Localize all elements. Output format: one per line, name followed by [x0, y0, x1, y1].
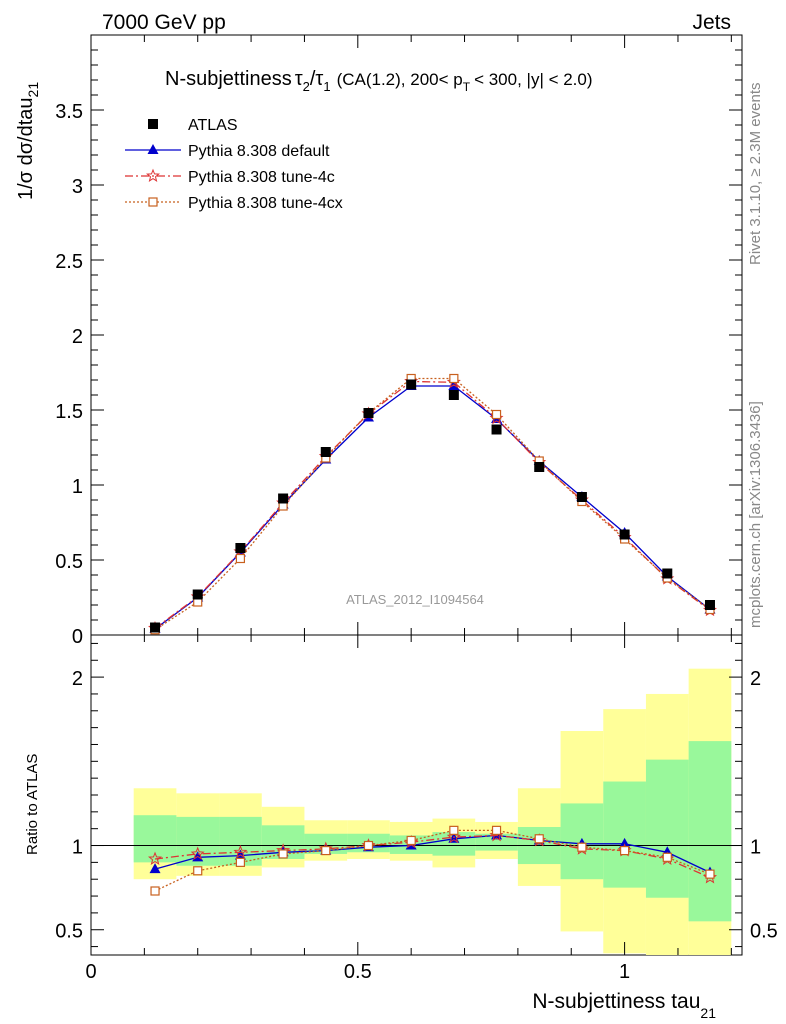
ratio-y-axis-label: Ratio to ATLAS: [24, 754, 41, 855]
main-y-tick-label: 3: [72, 176, 83, 198]
tune4cx-point: [577, 842, 587, 852]
tune4c-point: [147, 851, 162, 866]
plot-title: N-subjettiness τ2/τ1 (CA(1.2), 200< pT < 30…: [165, 68, 593, 94]
tune4cx-point: [534, 834, 544, 844]
tune4cx-point: [662, 852, 672, 862]
default-line: [154, 385, 711, 630]
tune4cx-point: [235, 553, 246, 564]
main-y-tick-label: 2: [72, 326, 83, 348]
atlas-point: [534, 462, 545, 472]
main-y-tick-label: 3.5: [55, 101, 83, 123]
atlas-point: [448, 390, 459, 400]
atlas-point: [576, 492, 587, 502]
main-y-tick-label: 1.5: [55, 401, 83, 423]
ratio-panel-series: [147, 825, 717, 896]
legend-label-default: Pythia 8.308 default: [188, 143, 330, 160]
ratio-y-tick-label: 2: [72, 668, 83, 690]
ratio-band-inner: [603, 781, 646, 888]
ratio-band-inner: [475, 833, 518, 851]
tune4cx-point: [150, 886, 160, 896]
tune4cx-line: [154, 829, 711, 892]
legend-label-tune4cx: Pythia 8.308 tune-4cx: [188, 195, 343, 212]
atlas-point: [150, 622, 161, 633]
tune4cx-point: [449, 825, 459, 835]
ratio-y-tick-label: 0.5: [55, 921, 83, 943]
ratio-uncertainty-bands: [133, 668, 732, 955]
tune4cx-point: [193, 866, 203, 876]
main-y-axis-label: 1/σ dσ/dtau21: [15, 82, 41, 200]
tune4cx-point: [449, 373, 459, 384]
x-tick-label: 0: [85, 961, 96, 983]
legend-marker-default: [147, 144, 159, 154]
default-line: [154, 834, 711, 874]
mcplots-reference-label: mcplots.cern.ch [arXiv:1306.3436]: [747, 401, 764, 628]
legend-marker-atlas: [148, 119, 158, 129]
legend: ATLAS Pythia 8.308 default Pythia 8.308 tu…: [125, 117, 343, 212]
tune4cx-point: [363, 840, 374, 851]
x-axis-label: N-subjettiness tau21: [532, 990, 716, 1021]
ratio-panel-ticks: 0.5 0.51 12 20 0.5 1: [55, 635, 778, 983]
atlas-point: [704, 600, 715, 610]
tune4cx-point: [235, 857, 246, 867]
main-y-tick-label: 0: [72, 626, 83, 648]
x-tick-label: 0.5: [344, 961, 372, 983]
tune4c-point: [190, 846, 205, 860]
main-y-tick-label: 2.5: [55, 251, 83, 273]
tune4c-point: [446, 829, 461, 844]
atlas-point: [662, 568, 673, 579]
header-left: 7000 GeV pp: [102, 11, 226, 34]
rivet-version-label: Rivet 3.1.10, ≥ 2.3M events: [747, 83, 764, 266]
x-tick-label: 1: [619, 961, 630, 983]
legend-marker-tune4cx: [148, 197, 158, 207]
ratio-band-inner: [645, 759, 689, 898]
header-right: Jets: [692, 11, 731, 34]
main-panel-series: [148, 373, 717, 635]
atlas-point: [619, 529, 630, 540]
analysis-watermark: ATLAS_2012_I1094564: [346, 592, 484, 607]
main-y-tick-label: 1: [72, 476, 83, 498]
tune4cx-line: [154, 377, 711, 631]
atlas-point: [320, 447, 331, 457]
atlas-point: [363, 408, 374, 418]
tune4cx-point: [321, 845, 331, 856]
tune4c-point: [233, 844, 248, 859]
atlas-point: [278, 493, 289, 504]
ratio-y-tick-label: 1: [72, 837, 83, 859]
atlas-point: [192, 589, 203, 600]
tune4cx-point: [705, 869, 715, 879]
atlas-point: [406, 379, 417, 390]
ratio-y-tick-label: 1: [750, 837, 761, 859]
legend-marker-tune4c: [146, 168, 160, 183]
legend-label-tune4c: Pythia 8.308 tune-4c: [188, 169, 335, 186]
ratio-y-tick-label: 0.5: [750, 921, 778, 943]
tune4cx-point: [491, 825, 502, 835]
default-point: [149, 863, 161, 874]
main-panel-ticks: 0 0.5 1 1.5 2 2.5 3 3.5: [55, 34, 742, 648]
tune4cx-point: [620, 845, 630, 856]
default-point: [619, 837, 631, 848]
tune4cx-point: [278, 849, 288, 859]
ratio-band-inner: [133, 815, 177, 863]
atlas-point: [491, 424, 502, 435]
legend-label-atlas: ATLAS: [188, 117, 238, 134]
main-y-tick-label: 0.5: [55, 551, 83, 573]
atlas-point: [235, 543, 246, 553]
tune4cx-point: [406, 835, 416, 846]
ratio-y-tick-label: 2: [750, 668, 761, 690]
tune4cx-point: [491, 409, 502, 420]
ratio-band-inner: [688, 741, 732, 922]
